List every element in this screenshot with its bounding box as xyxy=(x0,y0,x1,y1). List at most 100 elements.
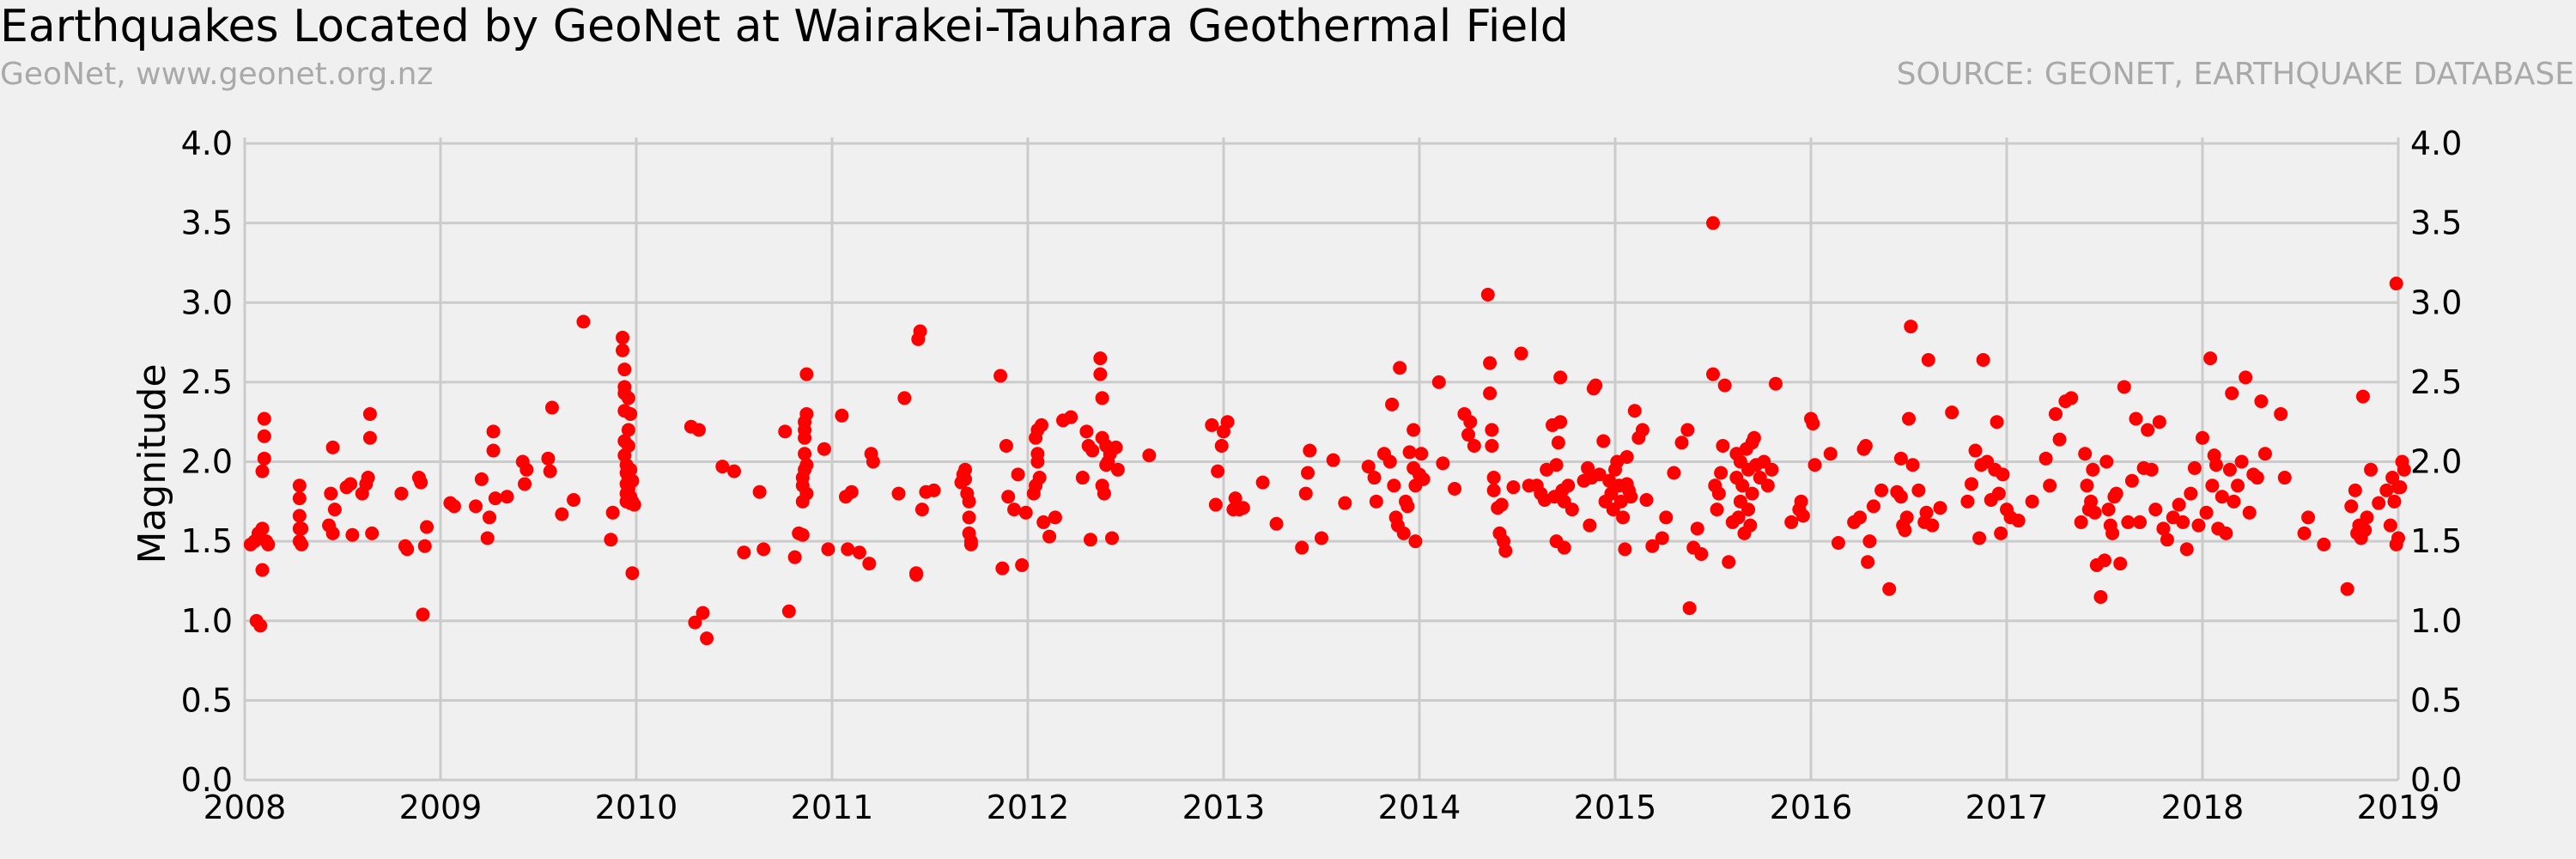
earthquake-point xyxy=(2208,458,2223,472)
earthquake-point xyxy=(2093,589,2108,604)
earthquake-point xyxy=(2393,480,2408,495)
earthquake-point xyxy=(1436,456,1450,471)
earthquake-point xyxy=(1269,516,1284,531)
earthquake-point xyxy=(821,542,835,557)
earthquake-point xyxy=(1882,582,1897,596)
earthquake-point xyxy=(1624,490,1638,504)
earthquake-point xyxy=(1619,449,1634,464)
earthquake-point xyxy=(621,439,635,453)
earthquake-point xyxy=(2389,277,2403,291)
earthquake-point xyxy=(1079,424,1094,439)
earthquake-point xyxy=(541,451,556,466)
earthquake-point xyxy=(1964,477,1978,491)
earthquake-point xyxy=(1745,486,1759,501)
earthquake-point xyxy=(1711,486,1726,501)
earthquake-point xyxy=(543,464,557,478)
earthquake-point xyxy=(1011,467,1025,482)
earthquake-point xyxy=(604,533,618,547)
earthquake-point xyxy=(1592,467,1607,482)
earthquake-point xyxy=(327,503,342,517)
earthquake-point xyxy=(2231,478,2245,493)
earthquake-point xyxy=(1361,460,1376,474)
earthquake-point xyxy=(909,566,924,581)
earthquake-point xyxy=(1831,535,1845,550)
earthquake-point xyxy=(1866,499,1880,514)
earthquake-point xyxy=(1015,557,1030,572)
earthquake-point xyxy=(1960,494,1975,509)
earthquake-point xyxy=(1001,490,1016,504)
earthquake-point xyxy=(799,367,814,381)
y-tick-label-left: 0.5 xyxy=(181,681,233,719)
earthquake-point xyxy=(1485,439,1499,453)
earthquake-point xyxy=(2141,423,2155,437)
earthquake-point xyxy=(2344,499,2359,514)
earthquake-point xyxy=(486,443,501,458)
earthquake-point xyxy=(2199,505,2214,520)
earthquake-point xyxy=(1991,486,2006,501)
earthquake-point xyxy=(841,542,855,557)
earthquake-point xyxy=(1396,526,1411,540)
earthquake-point xyxy=(420,520,434,534)
y-tick-label-left: 1.5 xyxy=(181,522,233,560)
y-tick-label-left: 2.0 xyxy=(181,443,233,481)
earthquake-point xyxy=(2152,415,2166,430)
earthquake-point xyxy=(1448,482,1462,497)
earthquake-point xyxy=(1596,434,1611,448)
earthquake-point xyxy=(1731,510,1746,525)
earthquake-point xyxy=(1557,540,1571,555)
earthquake-point xyxy=(1406,423,1421,437)
earthquake-point xyxy=(914,503,929,517)
earthquake-point xyxy=(1990,415,2004,430)
earthquake-point xyxy=(1514,346,1528,361)
earthquake-point xyxy=(1583,518,1597,533)
earthquake-point xyxy=(253,618,268,633)
tick-labels: 0.0 0.0 0.5 0.5 1.0 1.0 1.5 1.5 2.0 2.0 2.5 2.5 3.0 3… xyxy=(181,125,2463,826)
earthquake-point xyxy=(958,472,973,486)
y-tick-label-right: 1.0 xyxy=(2410,602,2462,640)
earthquake-point xyxy=(257,451,271,466)
earthquake-point xyxy=(1747,430,1761,445)
earthquake-point xyxy=(700,631,714,646)
earthquake-point xyxy=(897,391,912,405)
earthquake-point xyxy=(324,486,338,501)
earthquake-point xyxy=(778,424,793,439)
earthquake-point xyxy=(544,400,559,415)
y-tick-label-right: 0.5 xyxy=(2410,681,2462,719)
earthquake-point xyxy=(500,490,514,504)
earthquake-point xyxy=(1414,447,1429,461)
earthquake-point xyxy=(866,454,880,469)
earthquake-point xyxy=(1105,531,1120,545)
earthquake-point xyxy=(483,510,496,525)
earthquake-point xyxy=(2121,515,2136,529)
earthquake-point xyxy=(576,314,591,329)
earthquake-point xyxy=(2391,531,2405,545)
earthquake-point xyxy=(2074,515,2088,529)
chart-title: Earthquakes Located by GeoNet at Wairake… xyxy=(0,1,1569,52)
earthquake-point xyxy=(1716,439,1730,453)
earthquake-point xyxy=(1506,480,1521,495)
earthquake-point xyxy=(688,615,702,630)
earthquake-point xyxy=(787,550,802,564)
earthquake-point xyxy=(1208,497,1223,512)
earthquake-point xyxy=(1461,428,1475,442)
earthquake-point xyxy=(2257,447,2272,461)
x-tick-label: 2017 xyxy=(1965,789,2049,826)
earthquake-point xyxy=(2144,462,2159,477)
earthquake-point xyxy=(2301,510,2316,525)
earthquake-point xyxy=(2078,447,2093,461)
earthquake-point xyxy=(1036,515,1051,529)
earthquake-point xyxy=(1007,503,1022,517)
earthquake-point xyxy=(2084,494,2099,509)
earthquake-point xyxy=(962,510,976,525)
earthquake-point xyxy=(1874,483,1889,497)
earthquake-point xyxy=(623,462,638,477)
earthquake-point xyxy=(1674,436,1689,450)
earthquake-point xyxy=(1635,423,1649,437)
earthquake-point xyxy=(2049,406,2063,421)
earthquake-point xyxy=(1093,351,1108,366)
earthquake-point xyxy=(2397,462,2411,477)
earthquake-point xyxy=(1064,410,1078,424)
earthquake-point xyxy=(2172,497,2186,512)
earthquake-point xyxy=(1032,471,1047,485)
earthquake-point xyxy=(2184,486,2198,501)
